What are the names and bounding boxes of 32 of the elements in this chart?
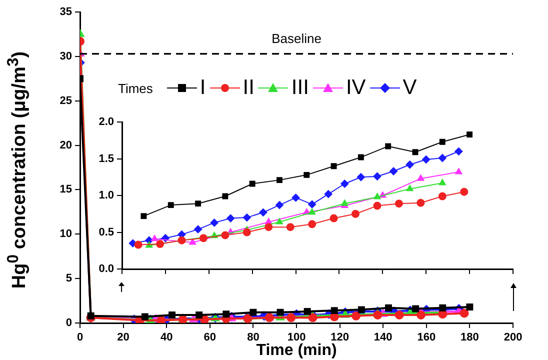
y-tick-label: 1.0	[98, 190, 114, 202]
x-axis-title: Time (min)	[256, 342, 337, 359]
y-tick-label: 10	[60, 228, 72, 240]
y-tick-label: 5	[66, 272, 72, 285]
x-tick-label: 100	[287, 332, 306, 344]
legend-label: IV	[346, 76, 366, 100]
x-tick-label: 200	[504, 332, 522, 344]
x-tick-label: 140	[374, 332, 392, 344]
x-tick-label: 60	[204, 332, 216, 344]
legend-label: V	[402, 76, 417, 100]
x-tick-label: 40	[160, 332, 173, 344]
y-tick-label: 20	[60, 139, 72, 152]
x-tick-label: 160	[417, 332, 436, 344]
y-tick-label: 2.0	[98, 116, 114, 128]
x-tick-label: 180	[460, 332, 479, 344]
y-tick-label: 25	[60, 94, 72, 107]
y-tick-label: 0.5	[98, 226, 114, 238]
legend-label: I	[200, 76, 206, 100]
legend-label: III	[291, 76, 309, 100]
ref-line-label: Baseline	[272, 30, 322, 46]
x-tick-label: 20	[117, 332, 130, 344]
y-tick-label: 1.5	[98, 152, 114, 165]
y-tick-label: 30	[60, 50, 72, 62]
legend-label: II	[242, 76, 254, 100]
y-tick-label: 0.0	[98, 263, 114, 276]
legend-title: Times	[118, 80, 153, 96]
x-tick-label: 120	[330, 332, 349, 344]
x-tick-label: 80	[247, 332, 260, 344]
y-tick-label: 0	[66, 317, 72, 330]
y-tick-label: 35	[60, 6, 72, 18]
x-tick-label: 0	[76, 332, 84, 344]
y-tick-label: 15	[60, 184, 72, 196]
